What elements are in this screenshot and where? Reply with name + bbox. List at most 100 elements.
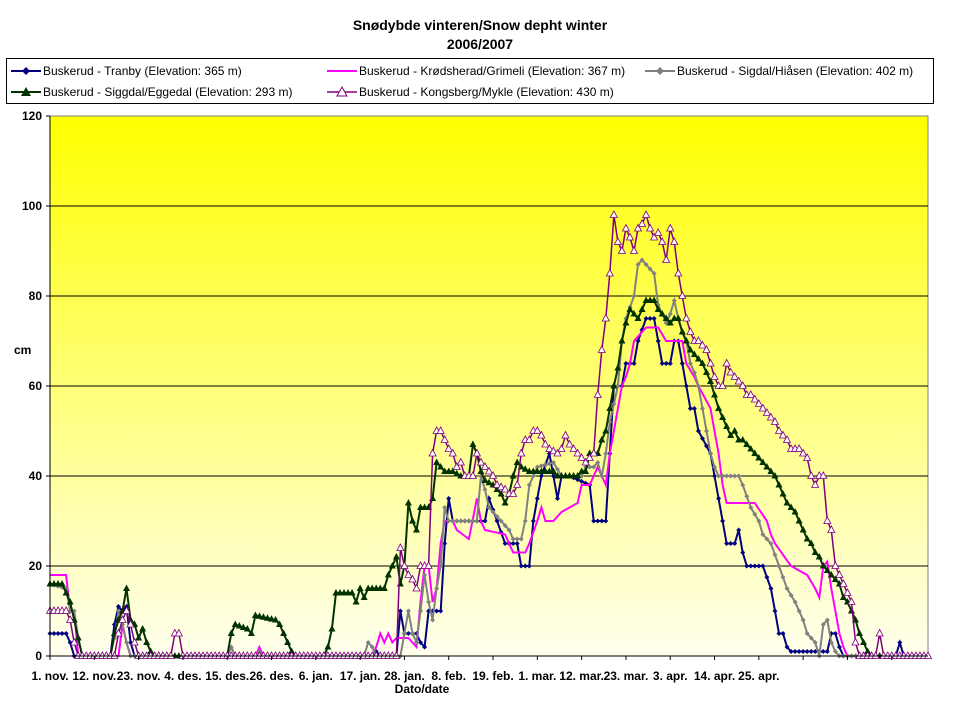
data-point	[804, 649, 810, 654]
legend-label: Buskerud - Krødsherad/Grimeli (Elevation…	[359, 64, 626, 78]
data-point	[783, 499, 791, 506]
data-point	[405, 631, 411, 636]
data-point	[280, 629, 288, 636]
data-point	[760, 563, 766, 569]
data-point	[481, 476, 489, 483]
data-point	[748, 505, 754, 510]
data-point	[599, 473, 605, 479]
x-tick-label: 12. mar.	[559, 669, 604, 683]
legend-label: Buskerud - Kongsberg/Mykle (Elevation: 4…	[359, 85, 614, 99]
y-tick-label: 20	[29, 559, 43, 573]
data-point	[824, 649, 830, 654]
data-point	[641, 210, 651, 218]
data-point	[227, 629, 235, 636]
data-point	[730, 372, 739, 380]
data-point	[581, 457, 590, 466]
data-point	[522, 518, 528, 524]
data-point	[542, 462, 548, 468]
data-point	[514, 541, 520, 546]
data-point	[856, 629, 864, 636]
data-point	[534, 464, 540, 470]
data-point	[702, 368, 710, 375]
data-point	[110, 651, 119, 659]
data-point	[440, 435, 449, 443]
data-point	[51, 631, 57, 636]
data-point	[667, 361, 673, 366]
data-point	[658, 237, 667, 245]
data-point	[166, 651, 175, 659]
data-point	[462, 518, 468, 524]
data-point	[324, 643, 332, 650]
data-point	[710, 372, 719, 380]
data-point	[740, 482, 746, 488]
data-point	[795, 517, 803, 524]
data-point	[703, 443, 709, 449]
data-point	[728, 541, 734, 546]
chart-subtitle: 2006/2007	[446, 36, 514, 52]
x-tick-label: 1. nov.	[31, 669, 68, 683]
data-point	[726, 367, 735, 376]
data-point	[897, 640, 903, 645]
data-point	[823, 566, 831, 573]
chart-legend: Buskerud - Tranby (Elevation: 365 m) Bus…	[6, 58, 934, 104]
data-point	[811, 480, 820, 488]
data-point	[621, 223, 631, 232]
data-point	[413, 526, 421, 533]
data-point	[734, 376, 743, 385]
legend-entry-tranby: Buskerud - Tranby (Elevation: 365 m)	[11, 62, 242, 80]
data-point	[839, 593, 847, 600]
data-point	[477, 467, 485, 474]
data-point	[526, 563, 532, 569]
data-point	[796, 649, 802, 654]
data-point	[525, 435, 534, 443]
data-point	[653, 228, 663, 236]
data-point	[674, 314, 682, 321]
data-point	[613, 237, 623, 245]
data-point	[522, 563, 528, 569]
data-point	[428, 448, 437, 457]
data-point	[438, 608, 444, 614]
data-point	[871, 651, 880, 659]
data-point	[791, 508, 799, 515]
data-point	[510, 536, 516, 542]
x-tick-label: 3. apr.	[653, 669, 688, 683]
data-point	[506, 527, 512, 533]
data-point	[828, 640, 834, 645]
legend-entry-eggedal: Buskerud - Siggdal/Eggedal (Elevation: 2…	[11, 83, 292, 101]
data-point	[815, 553, 823, 560]
data-point	[820, 649, 826, 654]
y-tick-label: 40	[29, 469, 43, 483]
data-point	[715, 404, 723, 411]
data-point	[509, 472, 517, 479]
data-point	[662, 255, 671, 263]
data-point	[744, 493, 750, 499]
legend-entry-grimeli: Buskerud - Krødsherad/Grimeli (Elevation…	[327, 62, 625, 80]
data-point	[550, 460, 556, 465]
data-point	[772, 608, 778, 614]
y-tick-label: 120	[22, 109, 42, 123]
data-point	[758, 403, 768, 412]
data-point	[649, 232, 659, 241]
data-point	[645, 223, 655, 232]
data-point	[470, 518, 476, 524]
data-point	[235, 622, 243, 629]
data-point	[533, 426, 542, 434]
data-point	[537, 430, 546, 439]
data-point	[659, 361, 665, 366]
data-point	[585, 453, 594, 461]
data-point	[739, 436, 747, 443]
data-point	[698, 340, 707, 349]
data-point	[139, 625, 147, 632]
data-point	[763, 463, 771, 470]
data-point	[635, 262, 641, 267]
data-point	[623, 361, 629, 366]
data-point	[513, 458, 521, 465]
data-point	[731, 427, 739, 434]
data-point	[679, 361, 685, 366]
data-point	[492, 480, 502, 488]
data-point	[593, 390, 602, 398]
data-point	[796, 608, 802, 614]
data-point	[839, 579, 848, 587]
data-point	[255, 612, 263, 619]
data-point	[482, 518, 488, 524]
